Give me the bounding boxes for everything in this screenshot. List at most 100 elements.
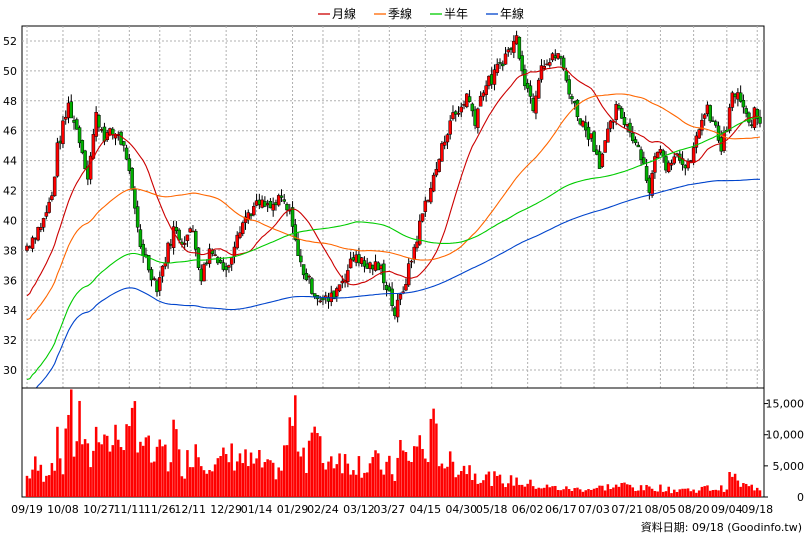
candle-body: [196, 247, 201, 268]
volume-bar: [81, 444, 84, 497]
volume-bar: [111, 445, 115, 497]
volume-bar: [343, 454, 347, 497]
volume-bar: [70, 389, 73, 497]
candle-body: [570, 96, 574, 100]
volume-bar: [664, 491, 668, 497]
candle-body: [166, 242, 170, 263]
candle-body: [119, 131, 123, 145]
volume-bar: [45, 475, 48, 497]
volume-bar: [714, 489, 717, 497]
candle-body: [124, 147, 129, 160]
volume-bar: [56, 426, 59, 497]
volume-bar: [617, 486, 621, 497]
volume-bar: [114, 424, 117, 497]
volume-bar: [493, 471, 496, 497]
candle-body: [713, 121, 718, 126]
volume-bar: [335, 464, 339, 497]
volume-bar: [158, 439, 162, 497]
price-tick-label: 44: [3, 155, 17, 168]
candle-body: [122, 141, 126, 146]
volume-bar: [177, 449, 181, 497]
volume-bar: [639, 485, 643, 497]
price-tick-label: 42: [3, 185, 17, 198]
volume-bar: [64, 428, 67, 497]
x-tick-label: 05/18: [476, 503, 508, 516]
candle-body: [97, 114, 101, 128]
volume-bar: [393, 480, 397, 497]
volume-bar: [631, 487, 635, 497]
candle-body: [559, 55, 563, 59]
volume-bar: [578, 489, 582, 497]
volume-bar: [675, 491, 679, 497]
candle-body: [149, 269, 154, 281]
candle-body: [672, 156, 677, 164]
x-tick-label: 06/17: [545, 503, 577, 516]
volume-bar: [742, 483, 745, 497]
volume-bar: [672, 489, 676, 497]
volume-bar: [587, 489, 590, 497]
volume-bar: [288, 417, 292, 497]
candle-body: [727, 107, 732, 131]
volume-bar: [479, 482, 482, 497]
volume-bar: [603, 490, 607, 497]
x-tick-label: 09/19: [11, 503, 43, 516]
volume-bar: [83, 439, 87, 497]
volume-bar: [119, 447, 123, 497]
volume-bar: [211, 471, 214, 497]
volume-bar: [576, 487, 579, 497]
candle-body: [77, 127, 82, 144]
volume-bar: [482, 480, 485, 497]
price-plot-frame: [21, 25, 765, 389]
candle-body: [600, 153, 605, 167]
volume-bar: [440, 463, 444, 497]
volume-bar: [58, 458, 62, 497]
candle-body: [619, 108, 624, 119]
volume-bar: [559, 490, 563, 497]
candle-body: [564, 70, 569, 81]
volume-bar: [166, 471, 170, 497]
candle-body: [503, 53, 508, 65]
volume-bar: [717, 490, 720, 497]
volume-tick-label: 15,000: [766, 398, 805, 411]
candle-body: [694, 135, 699, 148]
volume-bar: [122, 450, 126, 497]
candle-body: [492, 69, 497, 85]
volume-bar: [227, 462, 231, 497]
volume-bar: [316, 432, 319, 497]
volume-bar: [208, 470, 211, 497]
candle-body: [55, 142, 60, 177]
x-tick-label: 12/11: [174, 503, 206, 516]
candle-body: [758, 116, 762, 124]
candle-body: [135, 206, 140, 228]
volume-bar: [495, 475, 499, 497]
volume-bar: [202, 470, 206, 497]
x-tick-label: 12/29: [210, 503, 242, 516]
candle-body: [708, 105, 712, 122]
volume-bar: [601, 485, 604, 497]
candle-body: [653, 156, 657, 173]
candle-body: [617, 105, 621, 109]
candle-body: [744, 108, 748, 114]
candle-body: [299, 255, 303, 263]
candle-body: [606, 128, 610, 143]
candle-body: [583, 122, 588, 131]
volume-bar: [103, 434, 106, 497]
volume-bar: [448, 451, 452, 497]
volume-bar: [307, 440, 311, 497]
volume-bar: [670, 493, 673, 497]
candle-body: [41, 218, 46, 228]
volume-bar: [299, 456, 303, 497]
candle-body: [61, 120, 65, 145]
candle-body: [697, 129, 701, 139]
x-tick-label: 06/02: [512, 503, 544, 516]
candle-body: [39, 227, 43, 230]
x-tick-label: 08/20: [678, 503, 710, 516]
volume-bar: [274, 479, 278, 497]
volume-bar: [645, 484, 648, 497]
candle-body: [276, 195, 281, 206]
volume-bar: [260, 467, 264, 497]
candle-body: [614, 104, 618, 120]
volume-bar: [518, 484, 521, 497]
candle-body: [622, 117, 627, 125]
